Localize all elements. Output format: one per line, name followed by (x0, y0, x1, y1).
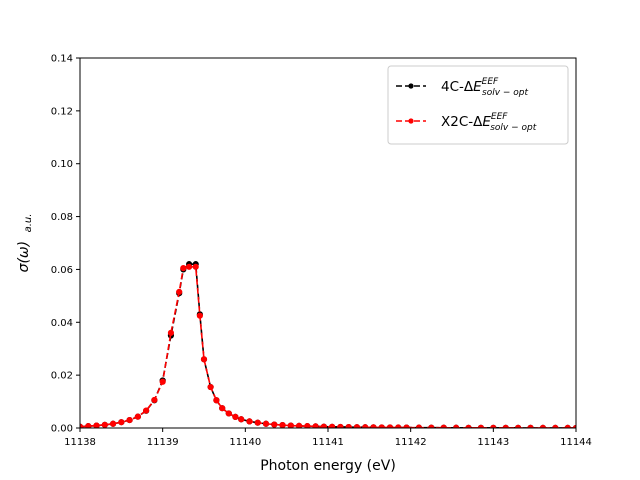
x-tick-label: 11141 (312, 437, 344, 448)
legend-marker (408, 83, 414, 89)
x-axis-label: Photon energy (eV) (260, 458, 396, 474)
data-point (109, 420, 117, 427)
y-axis-label-sub: a.u. (23, 214, 34, 233)
data-point (93, 422, 100, 428)
data-point (126, 416, 133, 424)
data-point (225, 410, 232, 417)
x-tick-label: 11139 (147, 437, 179, 448)
y-tick-label: 0.10 (51, 159, 73, 170)
data-point (329, 423, 336, 428)
data-point (213, 397, 220, 404)
svg-text:σ(ω) a.u.: σ(ω) a.u. (16, 214, 34, 273)
data-point (362, 424, 369, 428)
data-point (159, 378, 166, 385)
y-tick-label: 0.08 (51, 212, 73, 223)
x-axis-ticks: 11138 11139 11140 11141 11142 11143 11144 (64, 428, 592, 448)
legend-label-subscript: solv − opt (490, 123, 537, 133)
data-point (118, 419, 125, 426)
data-point (279, 421, 286, 428)
data-point (176, 288, 183, 295)
data-point (180, 265, 187, 272)
legend-label-prefix: X2C-Δ (441, 114, 483, 130)
legend-label-prefix: 4C-Δ (441, 79, 474, 95)
x-tick-label: 11138 (64, 437, 96, 448)
y-tick-label: 0.00 (51, 424, 73, 435)
data-point (287, 422, 294, 428)
legend-label-symbol: E (473, 79, 482, 95)
data-point (271, 421, 278, 428)
legend-label-subscript: solv − opt (482, 88, 529, 98)
series-line (80, 265, 576, 428)
data-point (295, 422, 303, 428)
data-point (353, 424, 361, 428)
data-point (254, 419, 261, 426)
data-point (370, 424, 377, 428)
legend-label: X2C-ΔEEEF solv − opt (441, 112, 537, 133)
data-point (167, 329, 175, 336)
data-point (186, 263, 193, 270)
series-x2c (80, 263, 576, 428)
data-point (262, 420, 270, 427)
data-point (238, 416, 245, 423)
x-tick-label: 11144 (560, 437, 592, 448)
data-point (386, 424, 394, 428)
data-point (85, 423, 92, 428)
data-point (143, 407, 150, 414)
data-point (345, 423, 352, 428)
data-point (320, 423, 327, 428)
y-tick-label: 0.04 (51, 318, 73, 329)
y-tick-label: 0.14 (51, 54, 73, 65)
legend-box (387, 65, 569, 145)
x-tick-label: 11142 (395, 437, 427, 448)
y-axis-ticks: 0.00 0.02 0.04 0.06 0.08 0.10 0.12 0.14 (51, 54, 80, 435)
y-axis-label-main: σ(ω) (16, 241, 32, 273)
data-point (196, 312, 203, 319)
y-tick-label: 0.12 (51, 106, 73, 117)
data-point (134, 413, 141, 420)
data-point (304, 423, 311, 428)
data-point (246, 418, 253, 425)
data-point (200, 356, 208, 363)
legend-marker (408, 118, 414, 124)
data-point (337, 423, 344, 428)
data-point (219, 405, 226, 412)
data-point (101, 421, 108, 428)
data-point (192, 263, 199, 270)
series-layer (80, 261, 576, 428)
data-point (232, 413, 239, 420)
data-point (151, 396, 158, 404)
y-tick-label: 0.06 (51, 265, 73, 276)
legend-label-superscript: EEF (491, 112, 508, 122)
legend-label-symbol: E (482, 114, 491, 130)
legend-label: 4C-ΔEEEF solv − opt (441, 77, 529, 98)
x-tick-label: 11143 (477, 437, 509, 448)
y-tick-label: 0.02 (51, 371, 73, 382)
y-axis-label: σ(ω) a.u. (16, 214, 34, 273)
x-tick-label: 11140 (229, 437, 261, 448)
data-point (378, 424, 385, 428)
data-point (207, 383, 214, 391)
data-point (312, 423, 319, 428)
legend-label-superscript: EEF (482, 77, 499, 87)
